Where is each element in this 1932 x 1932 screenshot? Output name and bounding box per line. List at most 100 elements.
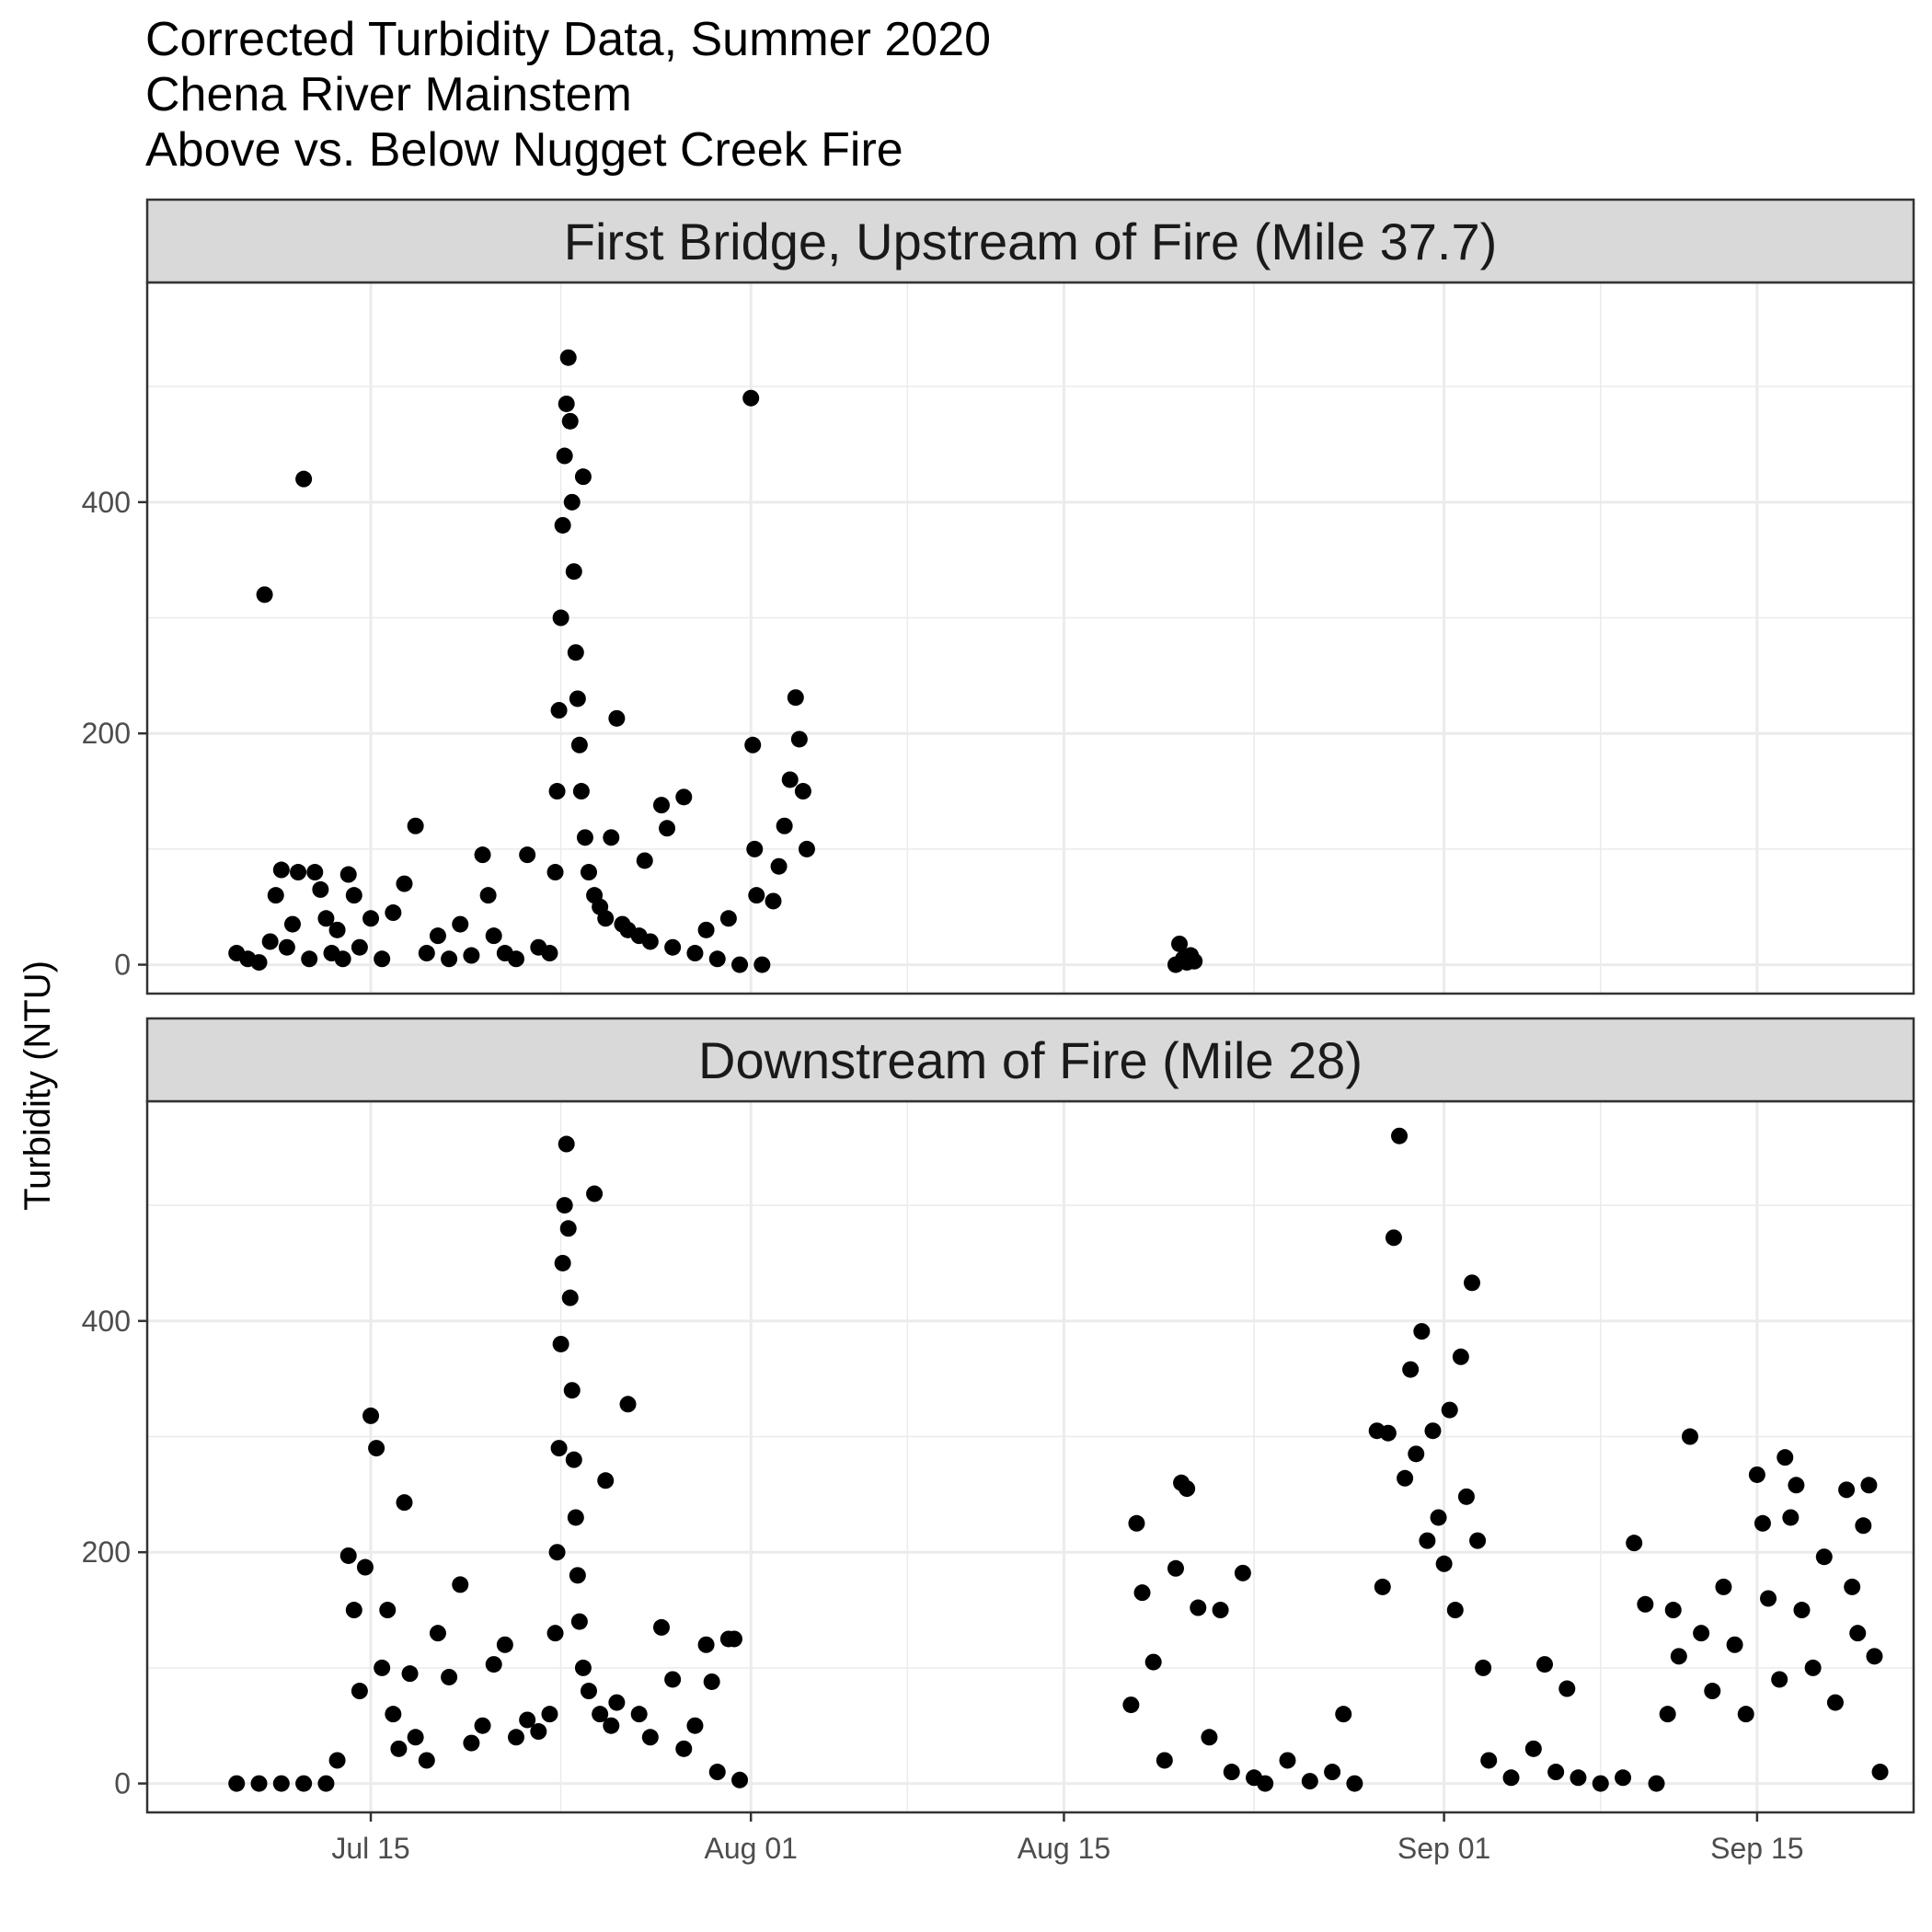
data-point (250, 1775, 268, 1792)
data-point (1212, 1602, 1229, 1619)
data-point (401, 1665, 419, 1683)
data-point (1844, 1578, 1861, 1595)
data-point (725, 1630, 742, 1648)
y-tick-label: 0 (114, 1767, 131, 1800)
data-point (664, 1671, 682, 1688)
data-point (652, 1618, 670, 1636)
data-point (603, 1717, 620, 1734)
data-point (1626, 1535, 1643, 1552)
data-point (1441, 1401, 1458, 1419)
data-point (569, 690, 586, 707)
data-point (1201, 1729, 1218, 1746)
data-point (418, 1752, 435, 1769)
data-point (374, 950, 391, 968)
data-point (485, 927, 502, 945)
data-point (770, 857, 788, 875)
data-point (570, 1613, 588, 1630)
data-point (567, 644, 584, 661)
data-point (1788, 1477, 1805, 1494)
data-point (731, 1771, 749, 1788)
data-point (731, 956, 749, 973)
data-point (441, 1668, 458, 1685)
data-point (1693, 1625, 1710, 1642)
data-point (742, 389, 760, 407)
data-point (385, 904, 402, 922)
data-point (463, 1734, 480, 1752)
data-point (345, 1602, 362, 1619)
data-point (1324, 1764, 1341, 1781)
data-point (697, 921, 715, 938)
data-point (565, 563, 582, 581)
data-point (1335, 1706, 1352, 1723)
panel-2: Downstream of Fire (Mile 28) 0 200 400 Jul 1… (82, 1017, 1915, 1865)
data-point (508, 950, 525, 968)
data-point (1446, 1602, 1464, 1619)
data-point (1234, 1564, 1251, 1581)
data-point (744, 736, 762, 753)
data-point (1849, 1625, 1867, 1642)
data-point (1524, 1740, 1542, 1757)
data-point (552, 1335, 569, 1352)
data-point (407, 817, 424, 834)
data-point (569, 1567, 586, 1584)
data-point (1391, 1127, 1409, 1144)
data-point (1379, 1424, 1397, 1442)
data-point (697, 1636, 715, 1653)
data-point (351, 1683, 368, 1700)
data-point (765, 892, 782, 910)
data-point (1648, 1775, 1665, 1792)
data-point (603, 829, 620, 846)
chart-title-line-3: Above vs. Below Nugget Creek Fire (145, 123, 903, 177)
facet-strip (145, 198, 1915, 284)
data-point (1133, 1584, 1151, 1602)
chart-title-line-2: Chena River Mainstem (145, 68, 632, 121)
panel-background (147, 282, 1914, 994)
data-point (1737, 1706, 1754, 1723)
data-point (519, 1711, 536, 1729)
x-tick-label: Sep 15 (1710, 1832, 1803, 1865)
data-point (1592, 1775, 1609, 1792)
data-point (636, 852, 653, 869)
data-point (541, 945, 558, 962)
x-tick-label: Aug 15 (1018, 1832, 1110, 1865)
y-tick-label: 0 (114, 949, 131, 982)
data-point (1186, 952, 1203, 970)
data-point (552, 609, 569, 627)
data-point (228, 1775, 246, 1792)
data-point (592, 1706, 609, 1723)
data-point (1122, 1696, 1140, 1714)
data-point (1156, 1752, 1173, 1769)
data-point (362, 910, 380, 927)
data-point (1480, 1752, 1498, 1769)
data-point (1502, 1769, 1520, 1787)
data-point (328, 921, 346, 938)
data-point (708, 950, 726, 968)
data-point (312, 880, 329, 898)
data-point (1615, 1769, 1632, 1787)
facet-strip-title: Downstream of Fire (Mile 28) (698, 1031, 1363, 1089)
data-point (1871, 1764, 1889, 1781)
data-point (429, 927, 446, 945)
data-point (396, 1494, 413, 1512)
data-point (541, 1706, 558, 1723)
data-point (1402, 1361, 1420, 1378)
data-point (1408, 1445, 1425, 1463)
x-tick-label: Sep 01 (1397, 1832, 1490, 1865)
data-point (1804, 1659, 1822, 1676)
data-point (407, 1729, 424, 1746)
data-point (283, 915, 301, 933)
data-point (1664, 1602, 1682, 1619)
data-point (570, 736, 588, 753)
data-point (597, 910, 615, 927)
data-point (474, 846, 491, 864)
y-tick-label: 200 (82, 1535, 131, 1569)
data-point (317, 910, 335, 927)
data-point (1475, 1659, 1492, 1676)
data-point (1535, 1656, 1553, 1673)
data-point (485, 1656, 502, 1673)
facet-strip-title: First Bridge, Upstream of Fire (Mile 37.… (564, 213, 1497, 270)
data-point (1385, 1229, 1402, 1247)
panel-background (147, 1101, 1914, 1812)
data-point (708, 1764, 726, 1781)
data-point (556, 447, 573, 465)
